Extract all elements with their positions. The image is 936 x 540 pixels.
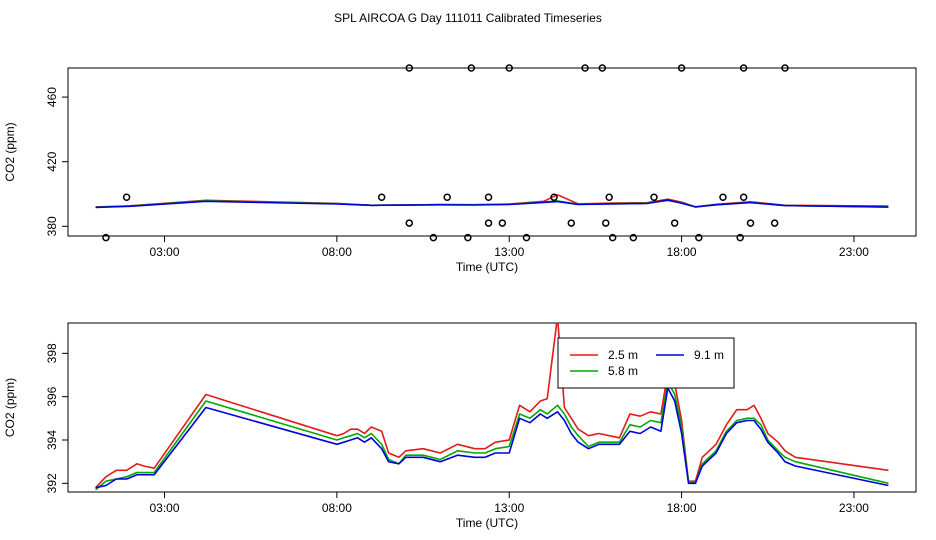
x-tick-label: 23:00 — [839, 245, 869, 259]
series-line-5-8-m — [95, 380, 889, 491]
data-point — [736, 233, 744, 242]
data-point — [443, 193, 451, 201]
data-point — [739, 193, 748, 201]
series-line-9-1-m — [95, 199, 889, 209]
data-point-offscale — [505, 64, 513, 72]
chart-panel-top: 03:00 08:00 13:00 18:00 23:00 Time (UTC) 380 42… — [3, 64, 917, 274]
data-point — [484, 193, 493, 201]
data-point-offscale — [581, 64, 589, 72]
data-point — [122, 193, 131, 201]
data-point-offscale — [598, 64, 607, 72]
data-point — [429, 233, 438, 242]
series-line-2-5-m — [95, 323, 889, 489]
x-tick-label: 18:00 — [667, 501, 697, 515]
x-tick-label: 18:00 — [667, 245, 697, 259]
series-line-9-1-m — [95, 387, 889, 489]
x-tick-label: 08:00 — [322, 245, 352, 259]
y-tick-label: 380 — [45, 216, 59, 236]
data-point — [567, 219, 576, 227]
data-point — [746, 219, 755, 227]
x-tick-label: 23:00 — [839, 501, 869, 515]
data-point — [484, 219, 493, 227]
data-point-offscale — [677, 64, 686, 72]
data-point — [377, 193, 386, 201]
data-point-offscale — [467, 64, 476, 72]
y-tick-label: 392 — [45, 473, 59, 493]
series-group — [95, 323, 889, 491]
x-tick-label: 08:00 — [322, 501, 352, 515]
legend-box — [557, 337, 735, 389]
y-tick-label: 396 — [45, 386, 59, 406]
data-point — [550, 193, 558, 201]
x-tick-label: 13:00 — [494, 501, 524, 515]
data-point — [719, 193, 727, 201]
x-tick-label: 03:00 — [150, 501, 180, 515]
x-axis-label: Time (UTC) — [456, 260, 518, 274]
figure-title: SPL AIRCOA G Day 111011 Calibrated Times… — [334, 11, 602, 25]
data-point — [608, 233, 617, 242]
data-point — [695, 233, 703, 242]
data-point — [629, 233, 638, 242]
data-point — [498, 219, 507, 227]
data-point-offscale — [781, 64, 789, 72]
y-axis-label: CO2 (ppm) — [3, 378, 17, 437]
data-point — [602, 219, 610, 227]
data-point — [605, 193, 613, 201]
data-point-offscale — [739, 64, 748, 72]
y-tick-label: 398 — [45, 343, 59, 363]
data-point — [770, 219, 779, 227]
legend-label: 2.5 m — [608, 348, 638, 362]
data-point — [650, 193, 658, 201]
y-axis-label: CO2 (ppm) — [3, 122, 17, 181]
x-axis-label: Time (UTC) — [456, 516, 518, 530]
data-point — [464, 233, 472, 242]
x-tick-label: 13:00 — [494, 245, 524, 259]
y-tick-label: 394 — [45, 430, 59, 450]
legend-label: 9.1 m — [694, 348, 724, 362]
x-tick-label: 03:00 — [150, 245, 180, 259]
chart-panel-bottom: 03:00 08:00 13:00 18:00 23:00 Time (UTC) 392 39… — [3, 322, 917, 530]
legend: 2.5 m 9.1 m 5.8 m — [557, 337, 735, 389]
data-point — [670, 219, 679, 227]
data-point — [522, 233, 531, 242]
data-point — [102, 233, 110, 242]
plot-frame — [67, 67, 917, 237]
y-tick-label: 420 — [45, 151, 59, 171]
plot-frame — [67, 322, 917, 493]
data-point-offscale — [405, 64, 414, 72]
legend-label: 5.8 m — [608, 364, 638, 378]
y-tick-label: 460 — [45, 87, 59, 107]
series-group — [95, 194, 889, 209]
data-point — [405, 219, 414, 227]
